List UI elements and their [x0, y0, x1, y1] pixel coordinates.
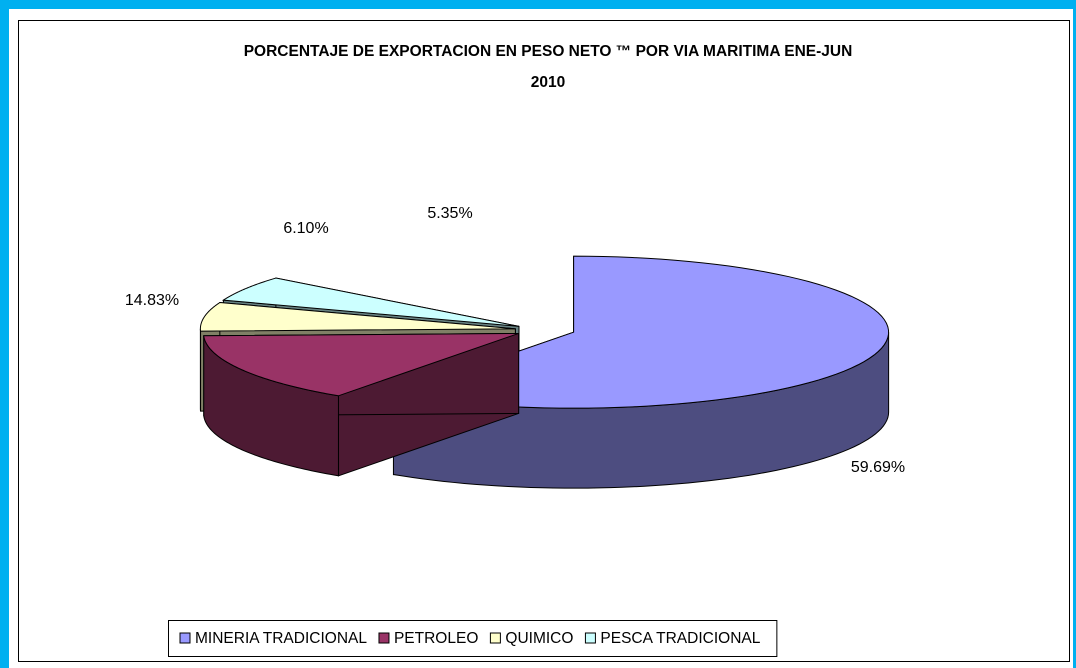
legend-label: QUIMICO — [505, 630, 573, 647]
data-label: 59.69% — [851, 459, 905, 476]
plot-border — [18, 20, 1070, 662]
legend-swatch — [378, 632, 390, 644]
slice-top — [221, 277, 520, 327]
chart-title: 2010 — [531, 74, 565, 91]
legend-swatch — [179, 632, 191, 644]
data-label: 14.83% — [125, 292, 179, 309]
data-label: 6.10% — [283, 220, 328, 237]
legend-label: PESCA TRADICIONAL — [600, 630, 760, 647]
legend-box — [168, 620, 778, 657]
chart-title: PORCENTAJE DE EXPORTACION EN PESO NETO ™… — [244, 43, 853, 60]
slice-top — [199, 302, 516, 332]
legend-label: PETROLEO — [394, 630, 478, 647]
legend-label: MINERIA TRADICIONAL — [195, 630, 367, 647]
legend-swatch — [489, 632, 501, 644]
slice-top — [203, 332, 519, 397]
data-label: 5.35% — [427, 205, 472, 222]
chart-area — [9, 9, 1073, 668]
legend-swatch — [584, 632, 596, 644]
